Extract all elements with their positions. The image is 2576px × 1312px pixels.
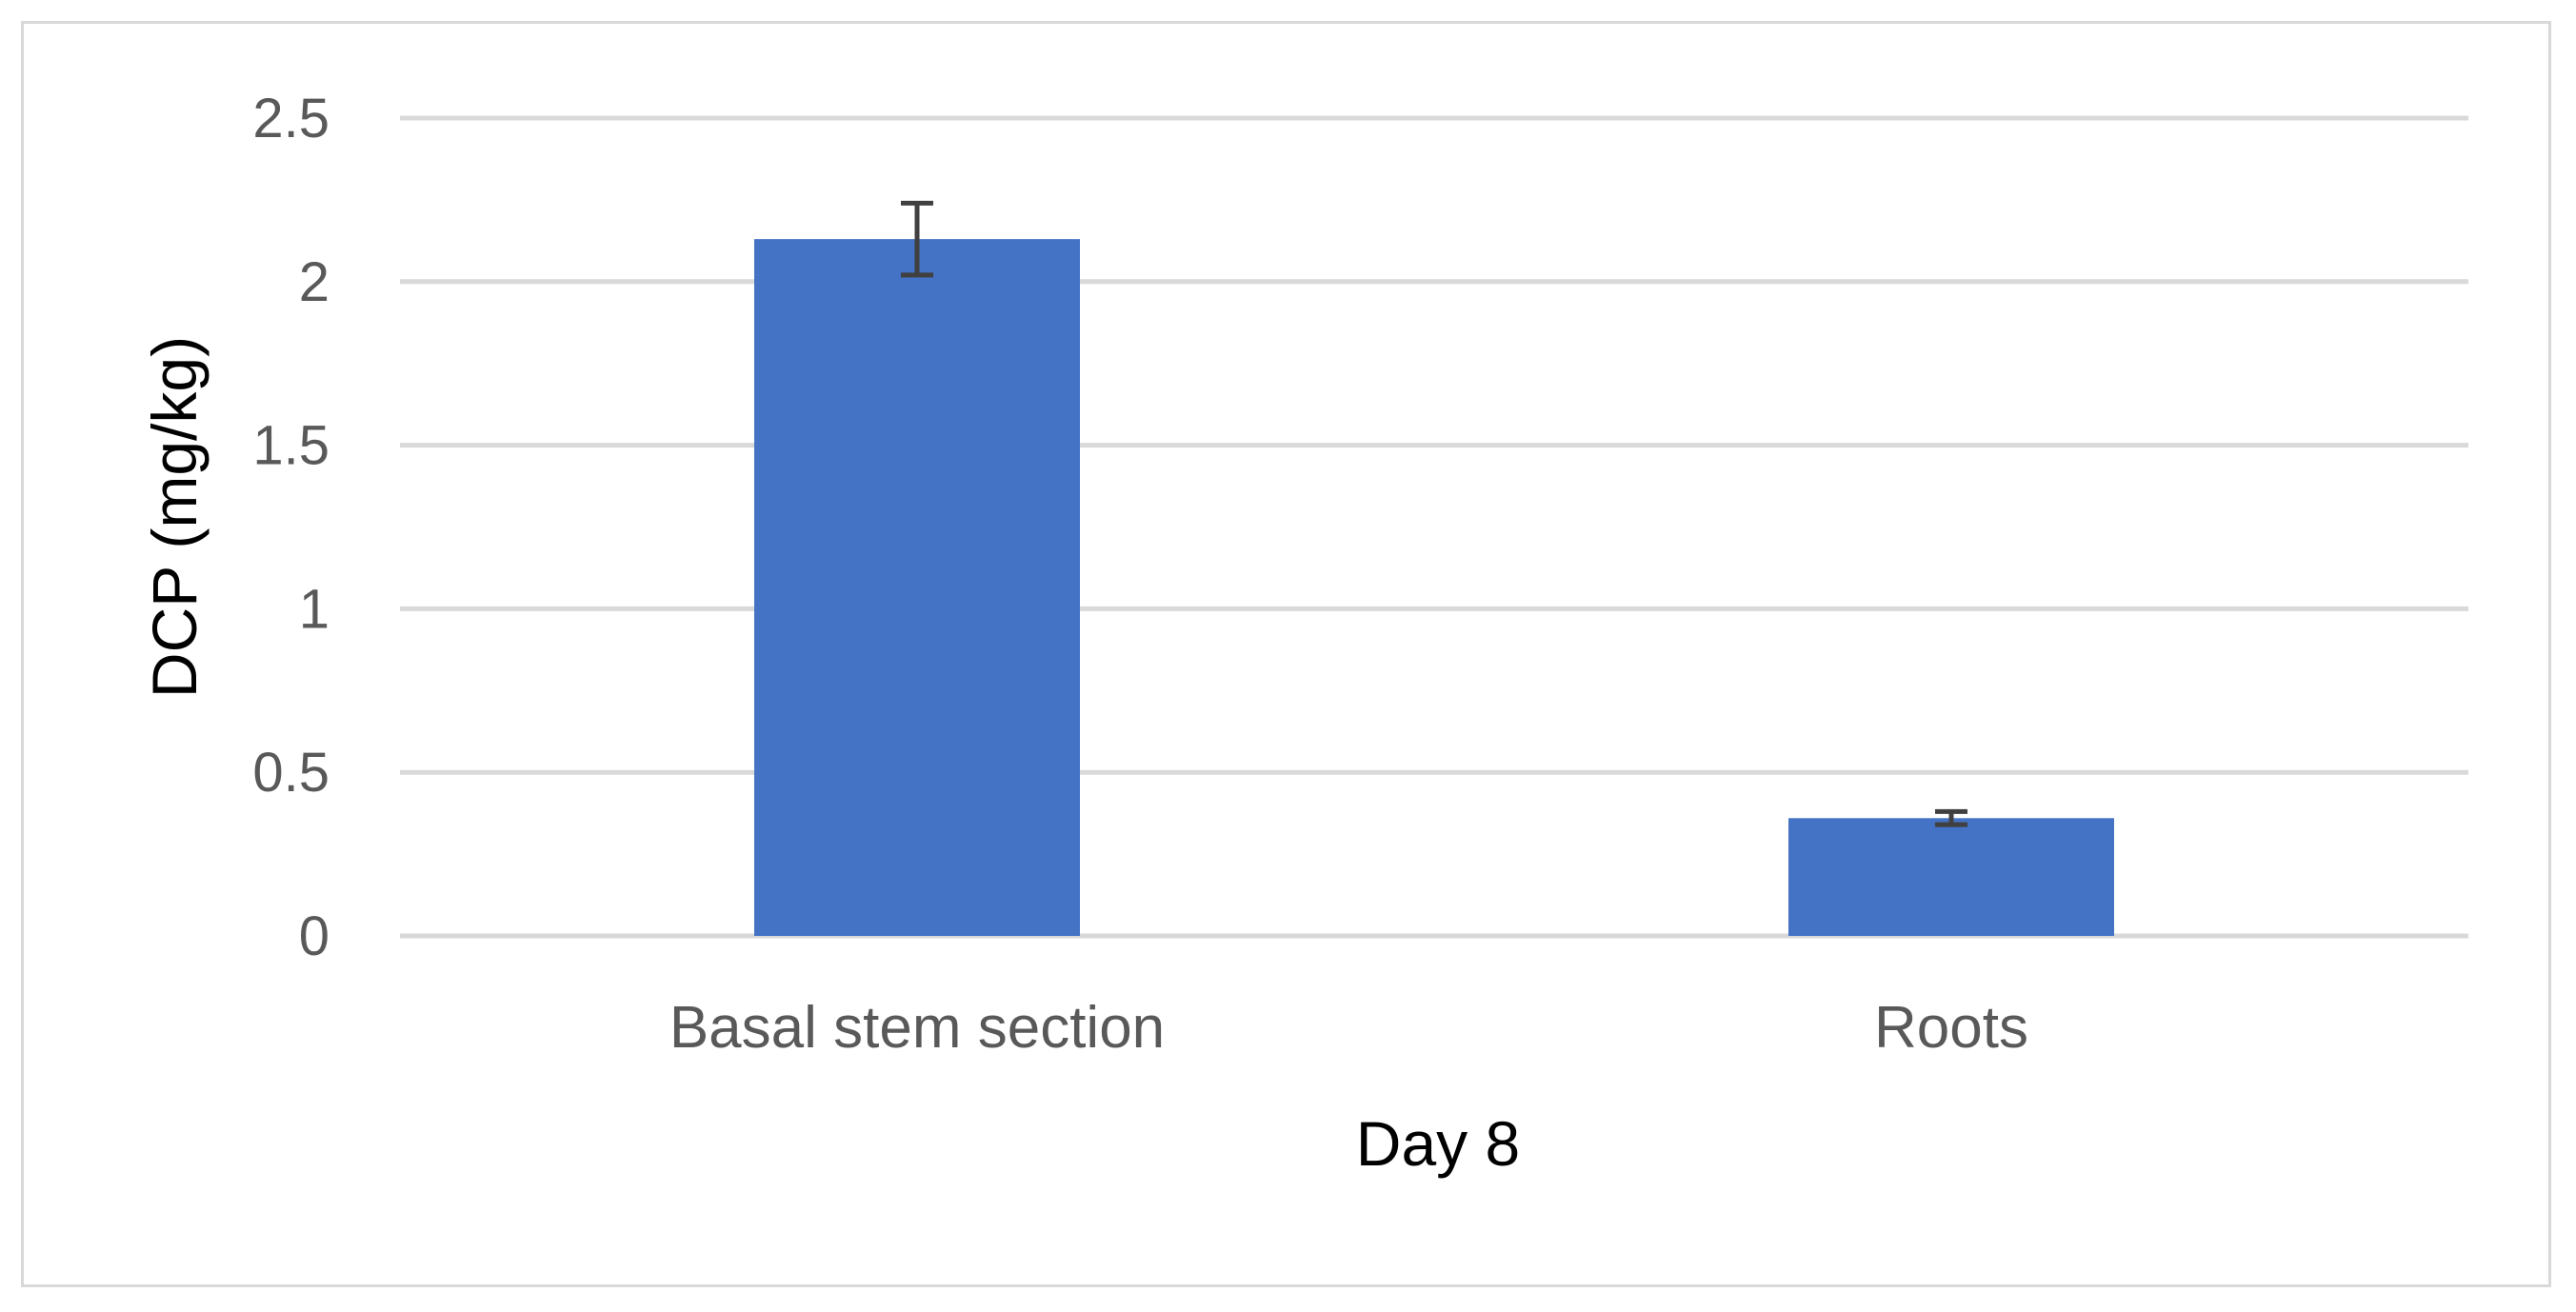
bar-basal-stem-section bbox=[754, 239, 1080, 936]
y-tick-labels: 0 0.5 1 1.5 2 2.5 bbox=[252, 88, 329, 967]
chart-frame bbox=[21, 21, 2551, 1287]
y-tick-label: 0.5 bbox=[252, 742, 329, 804]
error-bar bbox=[901, 200, 933, 278]
category-labels: Basal stem section Roots bbox=[669, 995, 2028, 1061]
y-tick-label: 2 bbox=[299, 251, 329, 313]
error-bar bbox=[1935, 808, 1967, 827]
y-tick-label: 2.5 bbox=[252, 88, 329, 149]
error-bars bbox=[901, 200, 1967, 827]
grid-layer bbox=[400, 115, 2468, 939]
x-axis-title: Day 8 bbox=[1356, 1108, 1520, 1179]
y-tick-label: 1.5 bbox=[252, 415, 329, 477]
y-axis-title: DCP (mg/kg) bbox=[139, 336, 210, 698]
x-category-label: Basal stem section bbox=[669, 995, 1165, 1061]
y-tick-label: 0 bbox=[299, 905, 329, 967]
y-tick-label: 1 bbox=[299, 578, 329, 640]
x-category-label: Roots bbox=[1874, 995, 2028, 1061]
bars bbox=[754, 239, 2114, 936]
bar-roots bbox=[1788, 818, 2114, 936]
